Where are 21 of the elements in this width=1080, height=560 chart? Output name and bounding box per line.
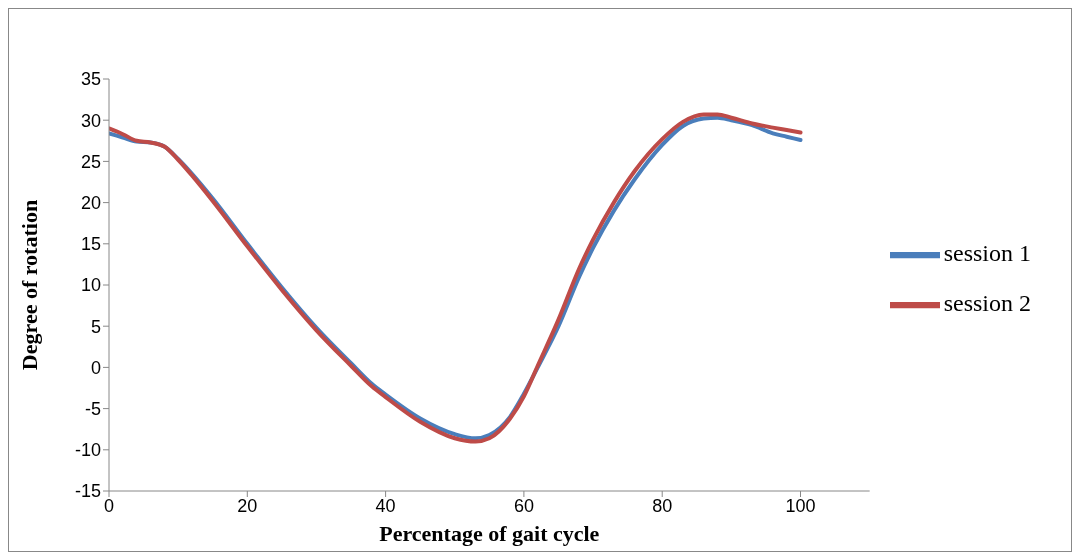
x-tick-label: 40 (375, 495, 396, 516)
y-axis-title: Degree of rotation (16, 199, 42, 371)
y-tick-label: -10 (74, 440, 101, 461)
x-tick-label: 0 (103, 495, 115, 516)
x-tick-label: 20 (237, 495, 258, 516)
y-tick-label: 5 (90, 316, 101, 337)
x-tick-label: 60 (513, 495, 534, 516)
legend-label: session 2 (943, 289, 1031, 316)
y-tick-label: 10 (80, 275, 101, 296)
y-tick-label: 20 (80, 192, 101, 213)
y-tick-label: 35 (80, 69, 101, 90)
y-tick-label: -5 (84, 398, 101, 419)
y-tick-label: 0 (90, 357, 101, 378)
legend-label: session 1 (943, 239, 1031, 266)
x-tick-label: 80 (652, 495, 673, 516)
y-tick-label: 25 (80, 151, 101, 172)
y-tick-label: 30 (80, 110, 101, 131)
y-tick-label: 15 (80, 234, 101, 255)
x-axis-title: Percentage of gait cycle (379, 521, 600, 546)
y-tick-label: -15 (74, 481, 101, 502)
x-tick-label: 100 (785, 495, 816, 516)
